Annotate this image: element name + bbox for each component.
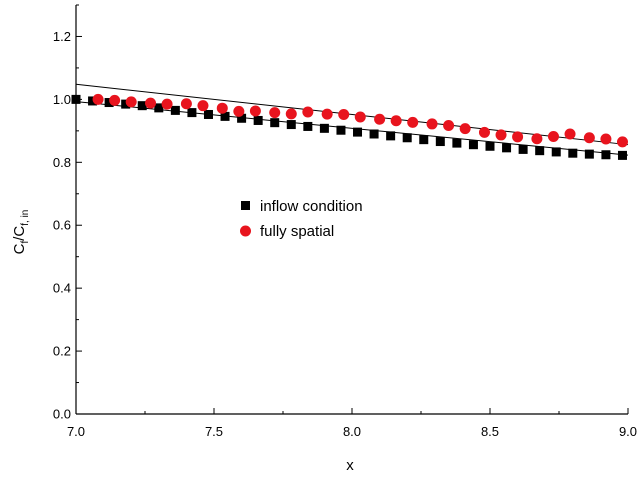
data-point <box>170 105 180 115</box>
data-point <box>269 107 281 119</box>
data-point <box>303 121 313 131</box>
data-series <box>71 93 628 160</box>
legend-label-inflow: inflow condition <box>260 198 363 215</box>
x-tick-label: 9.0 <box>619 424 637 439</box>
y-axis-label: Cf/Cf, in <box>11 210 31 255</box>
data-point <box>502 143 512 153</box>
data-point <box>109 94 121 106</box>
y-axis-label-sep: /C <box>11 226 28 241</box>
data-point <box>531 133 543 145</box>
y-tick-label: 0.6 <box>53 218 71 233</box>
data-point <box>583 132 595 144</box>
data-point <box>253 115 263 125</box>
data-point <box>468 140 478 150</box>
y-tick-label: 1.2 <box>53 29 71 44</box>
data-point <box>568 148 578 158</box>
data-point <box>443 119 455 131</box>
y-tick-label: 1.0 <box>53 92 71 107</box>
data-point <box>237 113 247 123</box>
x-tick-label: 7.5 <box>205 424 223 439</box>
y-axis-label-main: C <box>11 243 28 254</box>
data-point <box>535 146 545 156</box>
fit-line-2 <box>75 83 629 146</box>
axes <box>75 4 629 415</box>
y-tick-label: 0.8 <box>53 155 71 170</box>
data-point <box>478 126 490 138</box>
data-point <box>302 106 314 118</box>
data-point <box>161 98 173 110</box>
data-point <box>154 103 164 113</box>
data-point <box>145 97 157 109</box>
data-point <box>71 94 81 104</box>
data-point <box>452 138 462 148</box>
data-point <box>369 129 379 139</box>
data-point <box>564 128 576 140</box>
data-point <box>390 115 402 127</box>
data-point <box>435 137 445 147</box>
series-fully-spatial <box>92 93 628 148</box>
data-point <box>220 111 230 121</box>
data-point <box>426 118 438 130</box>
data-point <box>353 127 363 137</box>
data-point <box>286 120 296 130</box>
legend-marker-spatial <box>240 225 251 237</box>
data-point <box>92 93 104 105</box>
legend-marker-inflow <box>241 201 250 210</box>
y-axis-label-sub2: f, in <box>20 210 31 226</box>
data-point <box>216 102 228 114</box>
data-point <box>512 131 524 143</box>
data-point <box>386 131 396 141</box>
x-tick-label: 8.5 <box>481 424 499 439</box>
data-point <box>203 109 213 119</box>
data-point <box>354 111 366 123</box>
x-axis-label: x <box>346 457 354 474</box>
data-point <box>197 100 209 112</box>
data-point <box>125 96 137 108</box>
data-point <box>104 98 114 108</box>
data-point <box>419 135 429 145</box>
data-point <box>616 136 628 148</box>
data-point <box>137 101 147 111</box>
data-point <box>485 141 495 151</box>
data-point <box>187 108 197 118</box>
data-point <box>249 105 261 117</box>
data-point <box>121 99 131 109</box>
series-inflow-condition <box>71 94 627 160</box>
data-point <box>551 147 561 157</box>
data-point <box>459 123 471 135</box>
y-tick-label: 0.2 <box>53 344 71 359</box>
y-axis-label-sub1: f <box>20 241 31 244</box>
tick-labels: 7.0 7.5 8.0 8.5 9.0 0.0 0.2 0.4 0.6 0.8 1.0 1.2 <box>53 29 637 439</box>
data-point <box>584 149 594 159</box>
x-tick-label: 7.0 <box>67 424 85 439</box>
data-point <box>180 98 192 110</box>
data-point <box>495 129 507 141</box>
data-point <box>319 123 329 133</box>
x-tick-label: 8.0 <box>343 424 361 439</box>
legend: inflow condition fully spatial <box>240 198 363 240</box>
data-point <box>617 150 627 160</box>
legend-label-spatial: fully spatial <box>260 223 334 240</box>
data-point <box>285 108 297 120</box>
data-point <box>518 144 528 154</box>
data-point <box>321 108 333 120</box>
data-point <box>402 133 412 143</box>
data-point <box>88 96 98 106</box>
fit-lines <box>75 83 629 156</box>
y-tick-label: 0.0 <box>53 407 71 422</box>
data-point <box>600 133 612 145</box>
fit-line-1 <box>75 101 629 156</box>
data-point <box>336 125 346 135</box>
data-point <box>601 150 611 160</box>
data-point <box>270 118 280 128</box>
data-point <box>407 116 419 128</box>
y-tick-label: 0.4 <box>53 281 71 296</box>
data-point <box>233 105 245 117</box>
data-point <box>338 108 350 120</box>
data-point <box>547 131 559 143</box>
data-point <box>374 113 386 125</box>
